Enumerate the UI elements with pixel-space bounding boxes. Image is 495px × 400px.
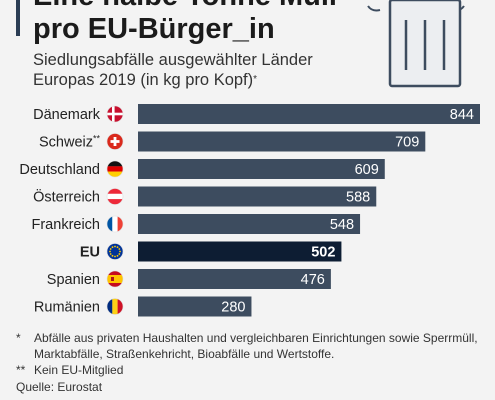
flag-fr-icon	[107, 216, 123, 232]
bar-chart: Dänemark 844 Schweiz** 709 Deutschland 609 Öst…	[0, 96, 495, 328]
category-label-5: EU	[80, 245, 100, 261]
value-label-5: 502	[311, 245, 335, 261]
subtitle-line-2: Europas 2019 (in kg pro Kopf)*	[33, 70, 313, 90]
category-label-4: Frankreich	[32, 217, 101, 233]
title-accent-rule	[16, 0, 20, 36]
subtitle-footnote-mark: *	[253, 74, 257, 85]
flag-dk-icon	[107, 106, 123, 122]
chart-subtitle: Siedlungsabfälle ausgewählter Länder Eur…	[33, 50, 313, 90]
value-label-3: 588	[346, 190, 370, 206]
flag-ro-icon	[107, 299, 123, 315]
waste-bin-icon	[366, 0, 466, 92]
flag-at-icon	[107, 189, 123, 205]
value-label-2: 609	[355, 162, 379, 178]
category-label-2: Deutschland	[19, 162, 100, 178]
footnote-1-mark: *	[16, 330, 34, 362]
subtitle-line-2-text: Europas 2019 (in kg pro Kopf)	[33, 71, 253, 89]
bar-0	[138, 104, 480, 124]
subtitle-line-1: Siedlungsabfälle ausgewählter Länder	[33, 50, 313, 70]
value-label-0: 844	[450, 107, 474, 123]
footnotes: * Abfälle aus privaten Haushalten und ve…	[16, 330, 486, 395]
category-label-0: Dänemark	[33, 107, 101, 123]
title-line-2: pro EU-Bürger_in	[33, 13, 337, 46]
bar-1	[138, 132, 425, 152]
footnote-1: * Abfälle aus privaten Haushalten und ve…	[16, 330, 486, 362]
category-label-6: Spanien	[47, 272, 100, 288]
bar-3	[138, 187, 376, 207]
value-label-1: 709	[395, 135, 419, 151]
flag-ch-icon	[107, 134, 123, 150]
value-label-4: 548	[330, 217, 354, 233]
bar-4	[138, 214, 360, 234]
footnote-2-text: Kein EU-Mitglied	[34, 362, 486, 378]
footnote-2: ** Kein EU-Mitglied	[16, 362, 486, 378]
title-line-1: Eine halbe Tonne Müll	[33, 0, 337, 13]
page-title: Eine halbe Tonne Müll pro EU-Bürger_in	[33, 0, 337, 46]
category-label-1: Schweiz**	[39, 134, 101, 151]
category-label-7: Rumänien	[34, 300, 100, 316]
bar-2	[138, 159, 385, 179]
value-label-7: 280	[221, 300, 245, 316]
value-label-6: 476	[301, 272, 325, 288]
category-label-3: Österreich	[33, 188, 100, 206]
footnote-2-mark: **	[16, 362, 34, 378]
source-note: Quelle: Eurostat	[16, 379, 486, 395]
footnote-1-text: Abfälle aus privaten Haushalten und verg…	[34, 330, 486, 362]
flag-es-icon	[107, 271, 123, 287]
flag-de-icon	[107, 161, 123, 177]
flag-eu-icon	[107, 244, 123, 260]
